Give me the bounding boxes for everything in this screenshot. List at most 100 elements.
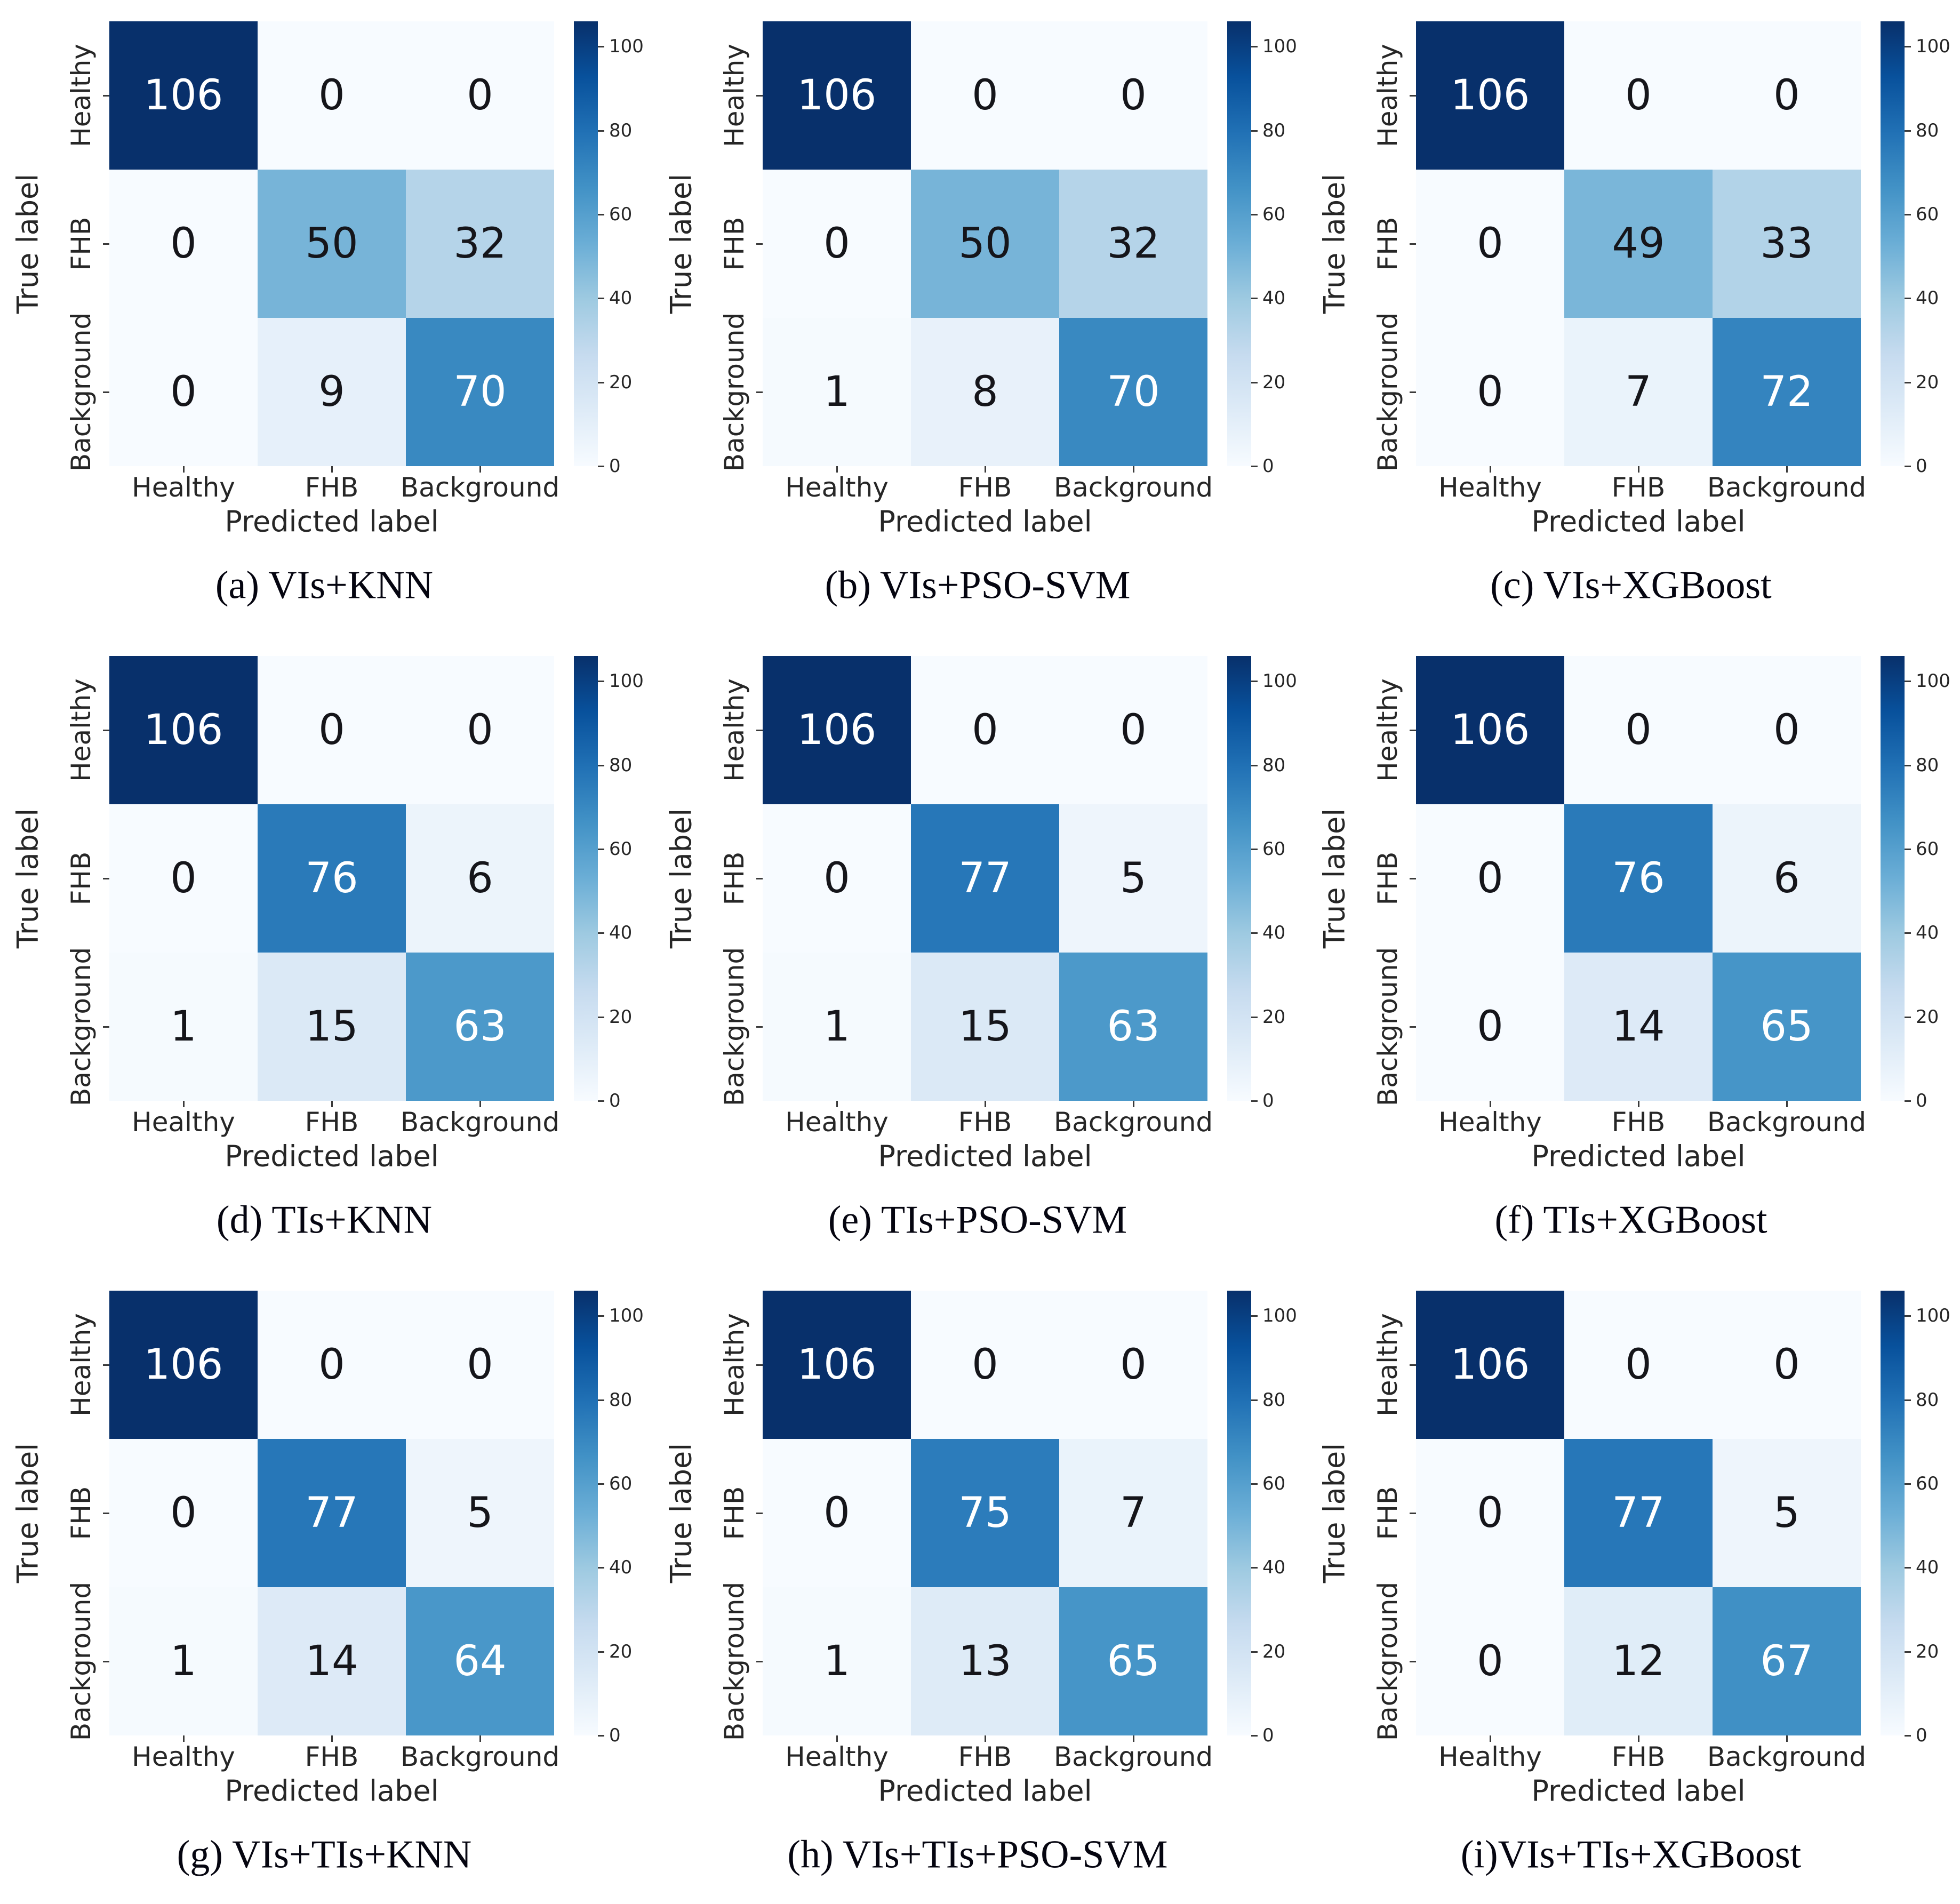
colorbar-tick-label: 40 [609,922,633,944]
cell-value: 0 [170,220,197,268]
cell-value: 50 [305,220,358,268]
colorbar-tick-mark [1905,681,1911,683]
colorbar-tick-mark [1905,130,1911,132]
y-axis-tick-mark [1410,1661,1416,1662]
colorbar-tick-label: 60 [609,838,633,860]
matrix-cell: 1 [109,1587,258,1735]
y-tick-label: Background [719,312,750,472]
cell-value: 0 [1120,71,1147,119]
colorbar-tick-label: 60 [1916,1473,1939,1494]
matrix-cell: 0 [258,21,406,170]
colorbar-tick-label: 40 [1916,1557,1939,1579]
confusion-matrix-panel-f: True label 106 0 0 0 76 6 0 14 65 Predicted labe… [1307,635,1960,1269]
matrix-cell: 0 [1059,21,1207,170]
cell-value: 106 [143,1341,223,1389]
x-tick-label: Background [1053,1107,1213,1138]
y-axis-tick-mark [756,730,763,731]
colorbar-gradient [1881,21,1905,466]
colorbar-tick-label: 60 [1262,838,1286,860]
y-tick-label: Background [1372,947,1403,1107]
cell-value: 1 [823,1003,850,1051]
colorbar-gradient [1881,1291,1905,1735]
y-axis-tick-mark [103,730,109,731]
cell-value: 12 [1612,1637,1665,1685]
confusion-matrix-panel-h: True label 106 0 0 0 75 7 1 13 65 Predicted labe… [653,1269,1307,1904]
colorbar-tick-label: 20 [1916,1006,1939,1028]
colorbar-tick-label: 100 [609,36,644,58]
matrix-cell: 1 [763,953,911,1101]
matrix-cell: 106 [1416,1291,1564,1439]
panel-caption: (i)VIs+TIs+XGBoost [1460,1833,1802,1877]
colorbar-gradient [1881,656,1905,1101]
cell-value: 0 [467,71,493,119]
panel-caption: (g) VIs+TIs+KNN [177,1833,472,1877]
colorbar-gradient [1227,656,1251,1101]
y-tick-label: FHB [719,217,750,271]
heatmap-grid: 106 0 0 0 49 33 0 7 72 [1416,21,1861,466]
x-tick-label: Background [400,472,560,503]
matrix-cell: 0 [763,804,911,953]
matrix-cell: 76 [258,804,406,953]
colorbar-tick-mark [598,764,604,766]
y-tick-label: Healthy [719,678,750,782]
matrix-cell: 106 [109,656,258,804]
y-axis-tick-mark [756,878,763,879]
x-axis-tick-mark [183,1735,185,1742]
colorbar-gradient [574,1291,598,1735]
colorbar-tick-mark [598,932,604,934]
cell-value: 0 [1477,1003,1503,1051]
y-axis-label: True label [1317,173,1351,314]
y-tick-label: Background [66,947,97,1107]
y-axis-tick-mark [1410,243,1416,245]
x-axis-tick-mark [1133,1735,1134,1742]
cell-value: 0 [972,71,998,119]
matrix-cell: 0 [258,656,406,804]
x-tick-label: Background [1707,1107,1867,1138]
matrix-cell: 0 [258,1291,406,1439]
y-axis-tick-mark [103,1513,109,1514]
colorbar-gradient [1227,21,1251,466]
cell-value: 0 [1477,854,1503,902]
colorbar-tick-label: 0 [609,1725,621,1746]
cell-value: 0 [1477,1637,1503,1685]
matrix-cell: 0 [911,21,1059,170]
cell-value: 106 [143,706,223,754]
cell-value: 33 [1760,220,1813,268]
y-axis-tick-mark [756,1661,763,1662]
colorbar-tick-mark [1251,466,1258,467]
x-tick-label: FHB [958,1107,1012,1138]
colorbar-tick-mark [598,466,604,467]
matrix-cell: 14 [258,1587,406,1735]
colorbar-tick-mark [1905,1567,1911,1569]
cell-value: 72 [1760,368,1813,416]
x-tick-label: FHB [958,1741,1012,1772]
y-axis-tick-mark [756,391,763,393]
y-axis-tick-mark [756,1513,763,1514]
matrix-cell: 0 [1416,953,1564,1101]
colorbar-tick-label: 20 [1916,371,1939,393]
y-tick-label: FHB [1372,1486,1403,1540]
matrix-cell: 0 [1416,804,1564,953]
confusion-matrix-panel-a: True label 106 0 0 0 50 32 0 9 70 Predicted labe… [0,0,653,635]
colorbar-tick-label: 40 [609,287,633,309]
colorbar-tick-label: 100 [609,1305,644,1327]
colorbar-tick-label: 40 [1262,922,1286,944]
colorbar-tick-label: 80 [1916,119,1939,141]
matrix-cell: 1 [109,953,258,1101]
matrix-cell: 63 [406,953,554,1101]
panel-caption: (d) TIs+KNN [216,1198,433,1242]
cell-value: 106 [1450,706,1530,754]
colorbar-tick-mark [1905,1735,1911,1737]
x-tick-label: Healthy [1438,472,1542,503]
matrix-cell: 50 [258,170,406,318]
colorbar-gradient [574,656,598,1101]
matrix-cell: 1 [763,318,911,466]
x-tick-label: FHB [305,1741,359,1772]
colorbar-tick-mark [598,681,604,683]
cell-value: 6 [1773,854,1800,902]
y-tick-label: FHB [719,851,750,906]
colorbar-tick-mark [1905,932,1911,934]
colorbar-tick-mark [1905,298,1911,300]
colorbar-tick-label: 0 [1916,455,1927,477]
matrix-cell: 5 [1059,804,1207,953]
